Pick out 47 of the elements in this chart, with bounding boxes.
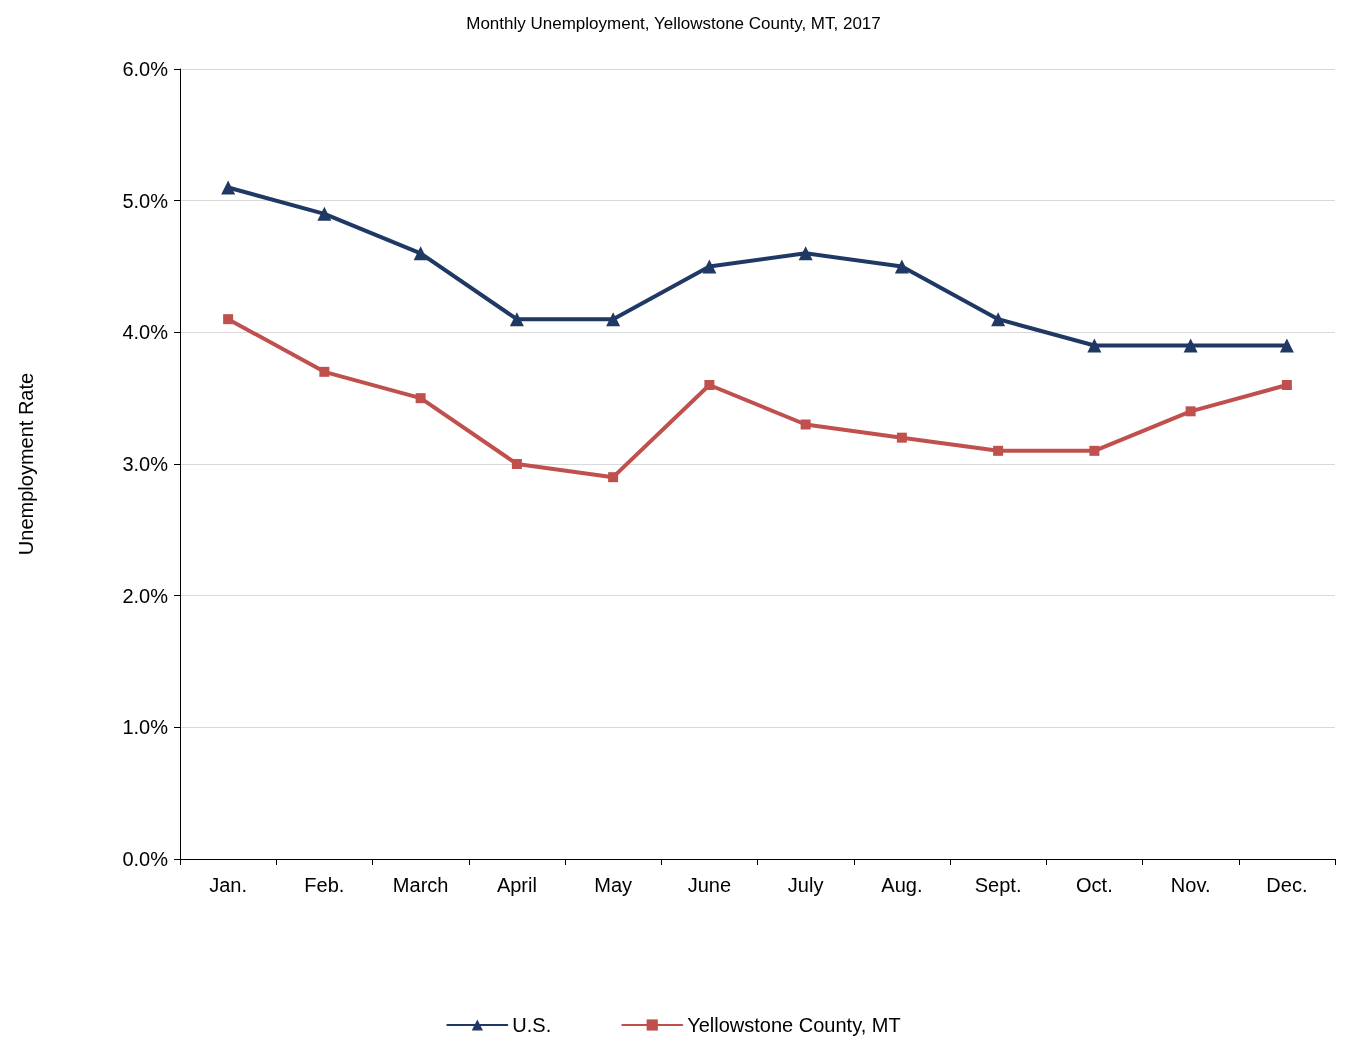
point <box>223 314 234 325</box>
x-tick-label: Aug. <box>881 874 923 896</box>
x-tick-label: Nov. <box>1170 874 1211 896</box>
x-tick-label: Jan. <box>209 874 248 896</box>
x-tick-label: March <box>392 874 449 896</box>
point <box>991 312 1006 327</box>
point <box>319 366 330 377</box>
x-tick-label: June <box>687 874 732 896</box>
point <box>1183 338 1198 353</box>
point <box>317 206 332 221</box>
point <box>1185 406 1196 417</box>
y-tick-label: 3.0% <box>122 453 169 475</box>
x-tick-label: July <box>787 874 824 896</box>
point <box>894 259 909 274</box>
legend-label: U.S. <box>512 1014 552 1036</box>
x-tick-label: Sept. <box>974 874 1022 896</box>
point <box>221 180 236 195</box>
y-axis-title: Unemployment Rate <box>15 372 37 556</box>
point <box>896 432 907 443</box>
point <box>608 472 619 483</box>
point <box>798 246 813 261</box>
point <box>1089 445 1100 456</box>
y-tick-label: 5.0% <box>122 189 169 212</box>
legend-label: Yellowstone County, MT <box>687 1014 901 1036</box>
y-tick-label: 2.0% <box>122 584 169 607</box>
chart-title: Monthly Unemployment, Yellowstone County, MT, 2017 <box>466 14 881 33</box>
y-tick-label: 0.0% <box>122 848 169 870</box>
point <box>509 312 524 327</box>
point <box>413 246 428 261</box>
x-tick-label: Dec. <box>1266 874 1308 896</box>
x-tick-label: Oct. <box>1076 874 1113 896</box>
point <box>1281 380 1292 390</box>
x-tick-label: Feb. <box>304 874 345 896</box>
x-tick-label: April <box>496 874 537 896</box>
point <box>415 393 426 404</box>
y-tick-label: 6.0% <box>122 58 169 80</box>
point <box>800 419 811 430</box>
y-tick-label: 1.0% <box>122 716 169 739</box>
point <box>511 459 522 469</box>
point <box>1279 338 1294 353</box>
point <box>993 445 1004 456</box>
point <box>606 312 621 327</box>
point <box>1087 338 1102 353</box>
x-tick-label: May <box>594 874 633 896</box>
point <box>704 380 715 390</box>
y-tick-label: 4.0% <box>122 321 169 344</box>
point <box>702 259 717 274</box>
